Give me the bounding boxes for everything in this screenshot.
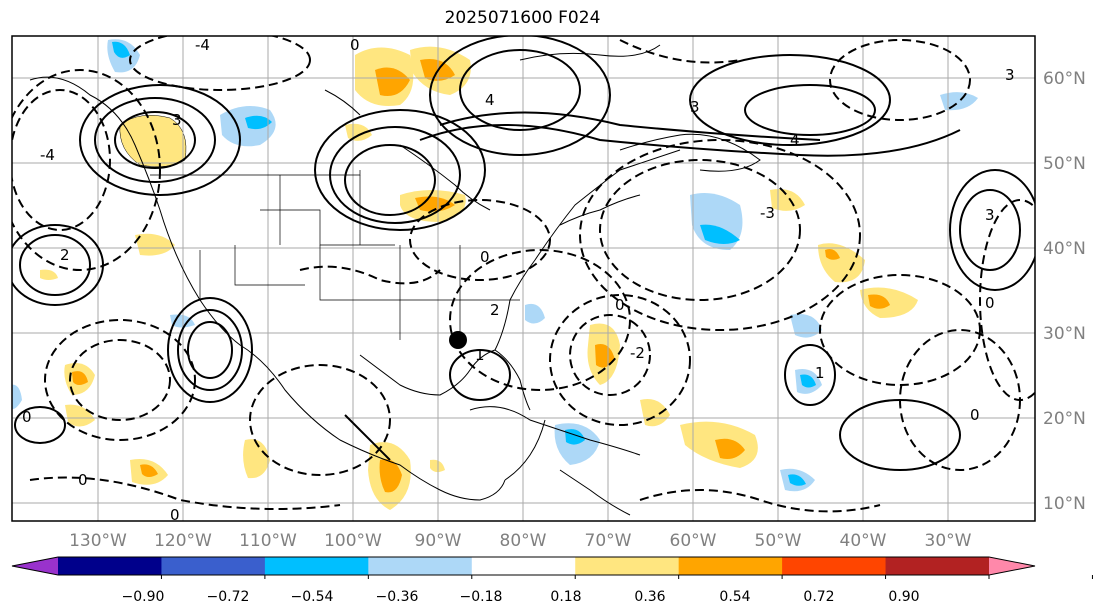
lat-label: 60°N bbox=[1043, 69, 1086, 89]
lon-label: 60°W bbox=[670, 531, 717, 551]
contour-label: 0 bbox=[970, 406, 980, 424]
coastlines bbox=[29, 44, 761, 516]
lon-label: 80°W bbox=[500, 531, 547, 551]
colorbar-extend-max bbox=[989, 557, 1035, 575]
anomaly-fills bbox=[12, 39, 978, 510]
colorbar-outline bbox=[11, 556, 1036, 576]
latitude-labels: 60°N 50°N 40°N 30°N 20°N 10°N bbox=[1043, 69, 1086, 514]
longitude-labels: 130°W 120°W 110°W 100°W 90°W 80°W 70°W 6… bbox=[69, 531, 972, 551]
colorbar-segment bbox=[58, 557, 162, 575]
lon-label: 100°W bbox=[324, 531, 382, 551]
lat-label: 40°N bbox=[1043, 239, 1086, 259]
contour-label: 4 bbox=[790, 131, 800, 149]
contour-label: -2 bbox=[630, 344, 645, 362]
colorbar-extend-min bbox=[12, 557, 58, 575]
lon-label: 90°W bbox=[415, 531, 462, 551]
colorbar-tick-label: −0.54 bbox=[291, 589, 334, 605]
lat-label: 30°N bbox=[1043, 324, 1086, 344]
map-title: 2025071600 F024 bbox=[444, 8, 601, 28]
lon-label: 130°W bbox=[69, 531, 127, 551]
contour-label: 0 bbox=[22, 408, 32, 426]
colorbar-segment bbox=[782, 557, 887, 575]
colorbar-tick-label: −0.18 bbox=[460, 589, 503, 605]
contour-label: 0 bbox=[170, 506, 180, 524]
lon-label: 30°W bbox=[925, 531, 972, 551]
colorbar-segment bbox=[161, 557, 266, 575]
lat-label: 20°N bbox=[1043, 409, 1086, 429]
contour-label: 2 bbox=[490, 301, 500, 319]
colorbar-tick-label: 0.90 bbox=[888, 589, 919, 605]
colorbar-tick-label: −0.36 bbox=[376, 589, 419, 605]
contour-label: 3 bbox=[1005, 66, 1015, 84]
contour-label: 3 bbox=[172, 111, 182, 129]
contour-label: 3 bbox=[690, 98, 700, 116]
contour-label: 1 bbox=[475, 346, 485, 364]
map-frame bbox=[11, 35, 1036, 522]
colorbar-segment bbox=[678, 557, 783, 575]
lon-label: 120°W bbox=[154, 531, 212, 551]
lon-label: 50°W bbox=[755, 531, 802, 551]
colorbar-segment bbox=[885, 557, 990, 575]
colorbar-segment bbox=[471, 557, 576, 575]
colorbar-tick-label: 0.18 bbox=[550, 589, 581, 605]
lat-label: 10°N bbox=[1043, 494, 1086, 514]
contour-label: 0 bbox=[985, 294, 995, 312]
contour-label: 1 bbox=[815, 364, 825, 382]
contour-label: 0 bbox=[350, 36, 360, 54]
colorbar bbox=[11, 556, 1093, 579]
contour-label: 0 bbox=[615, 296, 625, 314]
negative-contours bbox=[12, 36, 1035, 513]
colorbar-labels: −0.90 −0.72 −0.54 −0.36 −0.18 0.18 0.36 … bbox=[122, 589, 920, 605]
lon-label: 110°W bbox=[239, 531, 297, 551]
colorbar-tick-label: 0.54 bbox=[719, 589, 750, 605]
contour-label: 0 bbox=[78, 471, 88, 489]
contour-label-group: 3 0 4 4 3 -2 1 0 3 2 1 0 0 0 -3 0 -4 0 0… bbox=[22, 36, 1015, 524]
colorbar-tick-label: −0.72 bbox=[207, 589, 250, 605]
lon-label: 70°W bbox=[585, 531, 632, 551]
contour-label: -4 bbox=[195, 36, 210, 54]
colorbar-segment bbox=[575, 557, 680, 575]
contour-label: 3 bbox=[985, 206, 995, 224]
lon-label: 40°W bbox=[840, 531, 887, 551]
contour-label: 4 bbox=[485, 91, 495, 109]
contour-label: 0 bbox=[480, 248, 490, 266]
colorbar-segment bbox=[264, 557, 369, 575]
storm-center-marker bbox=[449, 331, 467, 349]
contour-label: -4 bbox=[40, 146, 55, 164]
colorbar-tick-label: −0.90 bbox=[122, 589, 165, 605]
lat-label: 50°N bbox=[1043, 154, 1086, 174]
colorbar-tick-label: 0.72 bbox=[803, 589, 834, 605]
state-borders bbox=[150, 170, 520, 340]
contour-label: 2 bbox=[60, 246, 70, 264]
colorbar-tick-label: 0.36 bbox=[634, 589, 665, 605]
contour-label: -3 bbox=[760, 204, 775, 222]
colorbar-segment bbox=[368, 557, 473, 575]
